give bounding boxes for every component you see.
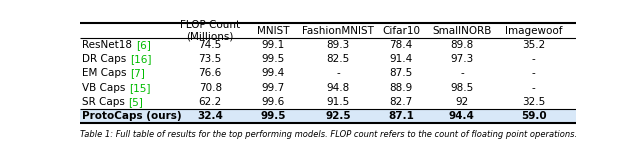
Text: SmallNORB: SmallNORB bbox=[432, 26, 492, 36]
Text: -: - bbox=[532, 54, 536, 64]
Text: FLOP Count
(Millions): FLOP Count (Millions) bbox=[180, 20, 240, 41]
Text: -: - bbox=[532, 83, 536, 93]
Text: ProtoCaps (ours): ProtoCaps (ours) bbox=[83, 111, 182, 121]
Text: 99.6: 99.6 bbox=[262, 97, 285, 107]
Text: FashionMNIST: FashionMNIST bbox=[302, 26, 374, 36]
Text: [15]: [15] bbox=[129, 83, 150, 93]
Text: 98.5: 98.5 bbox=[451, 83, 474, 93]
Text: 94.4: 94.4 bbox=[449, 111, 475, 121]
Text: MNIST: MNIST bbox=[257, 26, 290, 36]
Text: 62.2: 62.2 bbox=[198, 97, 222, 107]
Text: 99.4: 99.4 bbox=[262, 68, 285, 78]
Text: 89.8: 89.8 bbox=[451, 40, 474, 50]
Text: -: - bbox=[336, 68, 340, 78]
Text: 99.5: 99.5 bbox=[262, 54, 285, 64]
Text: SR Caps: SR Caps bbox=[83, 97, 129, 107]
Text: 32.5: 32.5 bbox=[522, 97, 545, 107]
Text: 74.5: 74.5 bbox=[198, 40, 222, 50]
Text: 92: 92 bbox=[455, 97, 468, 107]
Text: 99.7: 99.7 bbox=[262, 83, 285, 93]
Text: 91.4: 91.4 bbox=[390, 54, 413, 64]
Text: EM Caps: EM Caps bbox=[83, 68, 130, 78]
Text: 92.5: 92.5 bbox=[325, 111, 351, 121]
Text: 99.5: 99.5 bbox=[260, 111, 286, 121]
Text: 32.4: 32.4 bbox=[197, 111, 223, 121]
Text: 59.0: 59.0 bbox=[521, 111, 547, 121]
Text: Cifar10: Cifar10 bbox=[382, 26, 420, 36]
Text: [7]: [7] bbox=[130, 68, 145, 78]
Bar bbox=[80, 109, 576, 123]
Text: 82.5: 82.5 bbox=[326, 54, 349, 64]
Text: 94.8: 94.8 bbox=[326, 83, 349, 93]
Text: 76.6: 76.6 bbox=[198, 68, 222, 78]
Text: 91.5: 91.5 bbox=[326, 97, 349, 107]
Text: VB Caps: VB Caps bbox=[83, 83, 129, 93]
Text: 99.1: 99.1 bbox=[262, 40, 285, 50]
Text: [6]: [6] bbox=[136, 40, 150, 50]
Text: ResNet18: ResNet18 bbox=[83, 40, 136, 50]
Text: Imagewoof: Imagewoof bbox=[505, 26, 563, 36]
Text: [5]: [5] bbox=[129, 97, 143, 107]
Text: 35.2: 35.2 bbox=[522, 40, 545, 50]
Text: 87.5: 87.5 bbox=[390, 68, 413, 78]
Text: DR Caps: DR Caps bbox=[83, 54, 130, 64]
Text: 89.3: 89.3 bbox=[326, 40, 349, 50]
Text: -: - bbox=[460, 68, 464, 78]
Text: [16]: [16] bbox=[130, 54, 152, 64]
Text: 78.4: 78.4 bbox=[390, 40, 413, 50]
Text: Table 1: Full table of results for the top performing models. FLOP count refers : Table 1: Full table of results for the t… bbox=[80, 130, 577, 139]
Text: 87.1: 87.1 bbox=[388, 111, 414, 121]
Text: 73.5: 73.5 bbox=[198, 54, 222, 64]
Text: 88.9: 88.9 bbox=[390, 83, 413, 93]
Text: 70.8: 70.8 bbox=[198, 83, 222, 93]
Text: 82.7: 82.7 bbox=[390, 97, 413, 107]
Text: -: - bbox=[532, 68, 536, 78]
Text: 97.3: 97.3 bbox=[451, 54, 474, 64]
